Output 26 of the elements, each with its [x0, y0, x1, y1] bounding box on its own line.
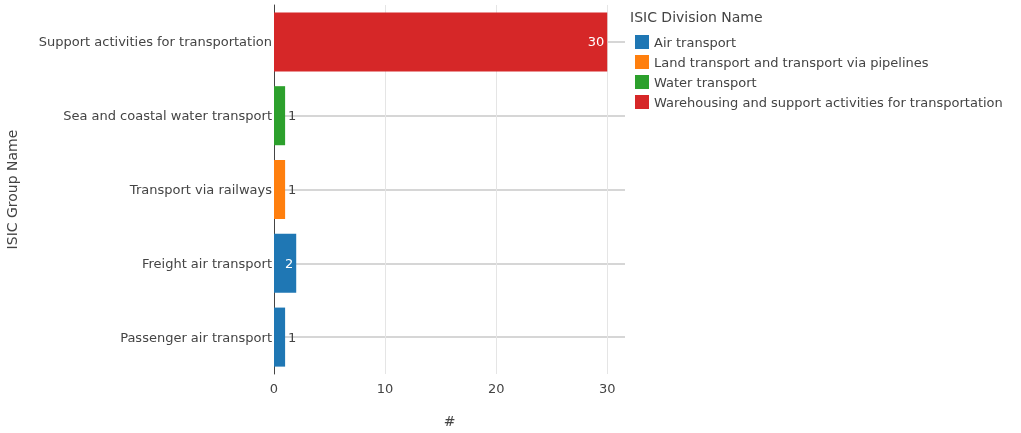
- x-axis-title: #: [443, 413, 456, 429]
- data-label: 1: [288, 182, 297, 197]
- y-tick-label: Support activities for transportation: [38, 34, 272, 50]
- y-tick-label: Sea and coastal water transport: [63, 108, 272, 124]
- bar: [274, 12, 608, 72]
- bar: [274, 159, 286, 220]
- y-tick-label: Freight air transport: [141, 255, 272, 271]
- x-tick-label: 0: [269, 381, 279, 396]
- legend-title: ISIC Division Name: [630, 9, 763, 25]
- x-tick-label: 30: [598, 381, 616, 396]
- data-label: 1: [288, 329, 297, 345]
- x-tick-label: 20: [487, 381, 505, 396]
- bar: [274, 307, 286, 367]
- data-label: 2: [284, 255, 294, 271]
- legend-label: Water transport: [654, 74, 757, 90]
- legend-label: Land transport and transport via pipelines: [654, 54, 929, 70]
- data-label: 1: [288, 108, 297, 124]
- legend-label: Warehousing and support activities for transportation: [654, 94, 1003, 110]
- x-tick-label: 10: [376, 381, 394, 396]
- y-tick-label: Transport via railways: [128, 182, 273, 197]
- bar: [274, 233, 297, 293]
- y-axis-title: ISIC Group Name: [4, 129, 20, 250]
- legend-label: Air transport: [654, 34, 737, 50]
- y-tick-label: Passenger air transport: [120, 329, 272, 345]
- bar: [274, 86, 286, 146]
- data-label: 30: [587, 34, 605, 50]
